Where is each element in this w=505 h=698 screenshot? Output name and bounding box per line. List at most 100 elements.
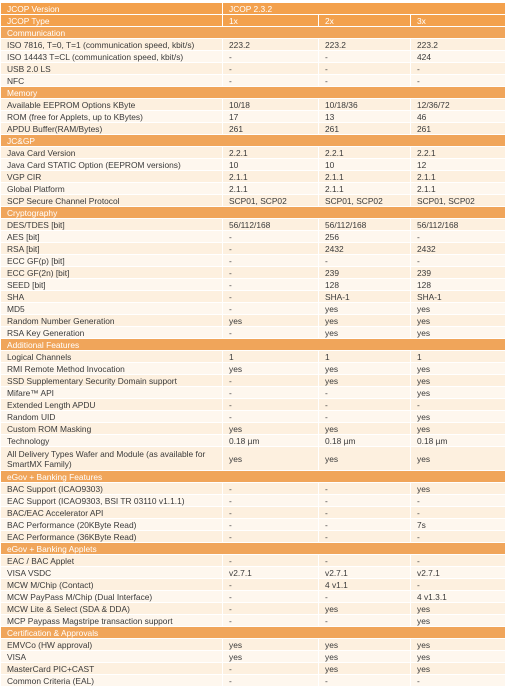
cell: - (223, 375, 319, 387)
section-row: Additional Features (1, 339, 505, 351)
cell: - (319, 75, 411, 87)
row-label: All Delivery Types Wafer and Module (as … (1, 447, 223, 471)
section-row: Memory (1, 87, 505, 99)
cell: yes (319, 447, 411, 471)
cell: - (223, 531, 319, 543)
cell: yes (319, 363, 411, 375)
data-row: MCW M/Chip (Contact)-4 v1.1- (1, 579, 505, 591)
row-label: Extended Length APDU (1, 399, 223, 411)
row-label: EAC Performance (36KByte Read) (1, 531, 223, 543)
cell: yes (411, 603, 505, 615)
cell: - (223, 51, 319, 63)
cell: 239 (411, 267, 505, 279)
row-label: Technology (1, 435, 223, 447)
cell: 1 (223, 351, 319, 363)
row-label: SEED [bit] (1, 279, 223, 291)
cell: yes (223, 639, 319, 651)
cell: 2.1.1 (223, 183, 319, 195)
cell: - (411, 255, 505, 267)
row-label: EAC / BAC Applet (1, 555, 223, 567)
cell: 223.2 (223, 39, 319, 51)
cell: 128 (319, 279, 411, 291)
cell: yes (319, 663, 411, 675)
cell: 2.2.1 (319, 147, 411, 159)
row-label: ISO 14443 T=CL (communication speed, kbi… (1, 51, 223, 63)
header-cell: JCOP Type (1, 15, 223, 27)
cell: - (223, 399, 319, 411)
data-row: EAC Support (ICAO9303, BSI TR 03110 v1.1… (1, 495, 505, 507)
row-label: MCW Lite & Select (SDA & DDA) (1, 603, 223, 615)
cell: - (411, 75, 505, 87)
data-row: BAC Support (ICAO9303)--yes (1, 483, 505, 495)
cell: 2.1.1 (411, 183, 505, 195)
cell: 2.1.1 (223, 171, 319, 183)
section-title: eGov + Banking Features (1, 471, 505, 483)
cell: yes (411, 387, 505, 399)
cell: 223.2 (411, 39, 505, 51)
cell: - (411, 555, 505, 567)
cell: yes (411, 615, 505, 627)
cell: yes (411, 639, 505, 651)
row-label: MCW M/Chip (Contact) (1, 579, 223, 591)
cell: - (319, 531, 411, 543)
cell: - (319, 63, 411, 75)
cell: - (411, 399, 505, 411)
cell: - (223, 303, 319, 315)
row-label: DES/TDES [bit] (1, 219, 223, 231)
cell: 0.18 µm (411, 435, 505, 447)
row-label: MD5 (1, 303, 223, 315)
header-cell: 2x (319, 15, 411, 27)
row-label: ECC GF(2n) [bit] (1, 267, 223, 279)
cell: yes (319, 315, 411, 327)
cell: 56/112/168 (411, 219, 505, 231)
row-label: MasterCard PIC+CAST (1, 663, 223, 675)
cell: 7s (411, 519, 505, 531)
data-row: Extended Length APDU--- (1, 399, 505, 411)
cell: - (411, 531, 505, 543)
row-label: Random Number Generation (1, 315, 223, 327)
cell: 10 (223, 159, 319, 171)
cell: - (223, 495, 319, 507)
cell: yes (319, 327, 411, 339)
row-label: NFC (1, 75, 223, 87)
row-label: SHA (1, 291, 223, 303)
data-row: EAC / BAC Applet--- (1, 555, 505, 567)
row-label: RSA [bit] (1, 243, 223, 255)
cell: yes (319, 423, 411, 435)
data-row: BAC/EAC Accelerator API--- (1, 507, 505, 519)
cell: 261 (411, 123, 505, 135)
cell: - (223, 555, 319, 567)
data-row: Mifare™ API--yes (1, 387, 505, 399)
cell: yes (319, 651, 411, 663)
cell: - (319, 483, 411, 495)
row-label: MCP Paypass Magstripe transaction suppor… (1, 615, 223, 627)
row-label: RMI Remote Method Invocation (1, 363, 223, 375)
cell: - (223, 675, 319, 687)
cell: SHA-1 (411, 291, 505, 303)
row-label: AES [bit] (1, 231, 223, 243)
cell: yes (411, 483, 505, 495)
section-title: JC&GP (1, 135, 505, 147)
cell: - (223, 243, 319, 255)
cell: 2.1.1 (319, 183, 411, 195)
data-row: SSD Supplementary Security Domain suppor… (1, 375, 505, 387)
cell: yes (223, 315, 319, 327)
cell: SHA-1 (319, 291, 411, 303)
cell: 4 v1.1 (319, 579, 411, 591)
cell: 223.2 (319, 39, 411, 51)
cell: - (223, 267, 319, 279)
cell: 261 (319, 123, 411, 135)
section-title: eGov + Banking Applets (1, 543, 505, 555)
